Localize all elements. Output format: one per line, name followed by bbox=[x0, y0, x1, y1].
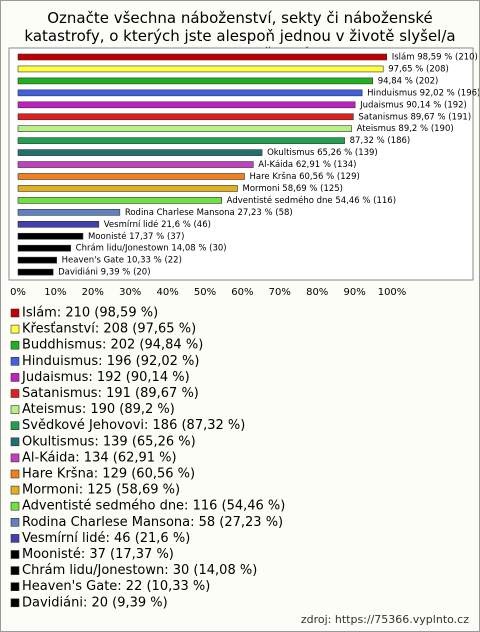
bar-label: Satanismus 89,67 % (191) bbox=[358, 112, 471, 122]
legend-swatch bbox=[10, 501, 20, 511]
legend-label: Davidiáni: 20 (9,39 %) bbox=[22, 595, 168, 610]
legend-label: Svědkové Jehovovi: 186 (87,32 %) bbox=[22, 418, 245, 433]
legend-label: Satanismus: 191 (89,67 %) bbox=[22, 386, 199, 401]
bar bbox=[17, 77, 374, 85]
bar-label: 87,32 % (186) bbox=[350, 136, 411, 146]
bar bbox=[17, 89, 363, 97]
bar bbox=[17, 209, 121, 216]
bar bbox=[17, 232, 84, 240]
bar bbox=[17, 113, 354, 121]
legend-swatch bbox=[10, 356, 20, 366]
legend-label: Chrám lidu/Jonestown: 30 (14,08 %) bbox=[22, 563, 257, 578]
legend-swatch bbox=[10, 566, 20, 575]
bar-label: Adventisté sedmého dne 54,46 % (116) bbox=[227, 195, 396, 206]
legend-swatch bbox=[10, 453, 20, 463]
legend-label: Moonisté: 37 (17,37 %) bbox=[22, 547, 174, 562]
legend-swatch bbox=[10, 421, 20, 431]
bar-label: 94,84 % (202) bbox=[378, 76, 439, 86]
x-tick-label: 0% bbox=[10, 287, 26, 298]
legend-swatch bbox=[10, 405, 20, 414]
legend-label: Hinduismus: 196 (92,02 %) bbox=[22, 354, 199, 369]
legend-label: Buddhismus: 202 (94,84 %) bbox=[22, 338, 203, 353]
bar bbox=[17, 173, 245, 180]
source: zdroj: https://75366.vyplnto.cz bbox=[300, 613, 469, 626]
x-tick-label: 40% bbox=[156, 287, 178, 298]
bar-label: Hare Kršna 60,56 % (129) bbox=[249, 171, 359, 182]
bar bbox=[17, 221, 100, 228]
bar bbox=[17, 161, 254, 168]
bar-label: Moonisté 17,37 % (37) bbox=[88, 231, 184, 242]
legend-swatch bbox=[10, 469, 20, 479]
legend-label: Mormoni: 125 (58,69 %) bbox=[22, 483, 180, 498]
legend-label: Rodina Charlese Mansona: 58 (27,23 %) bbox=[22, 515, 283, 530]
legend-label: Okultismus: 139 (65,26 %) bbox=[22, 434, 196, 449]
bar-label: Heaven's Gate 10,33 % (22) bbox=[62, 256, 182, 266]
bar bbox=[17, 125, 352, 132]
bar-label: Al-Káida 62,91 % (134) bbox=[258, 160, 356, 170]
bar bbox=[17, 65, 384, 73]
x-tick-label: 50% bbox=[194, 287, 216, 298]
bar-label: Islám 98,59 % (210) bbox=[392, 53, 478, 63]
legend-label: Islám: 210 (98,59 %) bbox=[22, 306, 158, 321]
bar-label: 97,65 % (208) bbox=[388, 64, 449, 74]
legend-swatch bbox=[10, 550, 20, 559]
bar bbox=[17, 53, 388, 61]
bar-label: Judaismus 90,14 % (192) bbox=[359, 100, 467, 110]
bar-label: Vesmírní lidé 21,6 % (46) bbox=[104, 219, 211, 230]
legend-swatch bbox=[10, 373, 20, 382]
legend-label: Ateismus: 190 (89,2 %) bbox=[22, 402, 175, 417]
x-tick-label: 60% bbox=[231, 287, 253, 298]
legend-label: Judaismus: 192 (90,14 %) bbox=[21, 370, 190, 385]
x-tick-label: 70% bbox=[269, 287, 291, 298]
x-tick-label: 100% bbox=[378, 287, 407, 298]
x-tick-label: 20% bbox=[82, 287, 104, 298]
bar-label: Ateismus 89,2 % (190) bbox=[357, 124, 454, 134]
legend-label: Heaven's Gate: 22 (10,33 %) bbox=[22, 579, 210, 594]
legend-swatch bbox=[10, 485, 20, 495]
legend-swatch bbox=[10, 340, 20, 350]
bar-label: Rodina Charlese Mansona 27,23 % (58) bbox=[125, 208, 293, 218]
legend-label: Křesťanství: 208 (97,65 %) bbox=[22, 322, 196, 337]
bar-label: Hinduismus 92,02 % (196) bbox=[367, 88, 479, 98]
bar bbox=[17, 256, 57, 264]
bar bbox=[17, 137, 345, 144]
legend-label: Vesmírní lidé: 46 (21,6 %) bbox=[22, 531, 190, 546]
bar-label: Mormoni 58,69 % (125) bbox=[243, 184, 343, 194]
x-tick-label: 80% bbox=[306, 287, 328, 298]
legend-swatch bbox=[10, 517, 20, 527]
legend-swatch bbox=[10, 324, 20, 334]
bar bbox=[17, 268, 54, 276]
bar bbox=[17, 244, 71, 252]
bar-label: Davidiáni 9,39 % (20) bbox=[58, 268, 150, 278]
legend-swatch bbox=[10, 389, 20, 398]
legend-swatch bbox=[10, 308, 20, 318]
bar-label: Okultismus 65,26 % (139) bbox=[267, 148, 378, 158]
legend-swatch bbox=[10, 598, 20, 608]
legend-label: Al-Káida: 134 (62,91 %) bbox=[22, 450, 177, 465]
x-tick-label: 10% bbox=[44, 287, 66, 298]
bar-label: Chrám lidu/Jonestown 14,08 % (30) bbox=[76, 244, 227, 254]
legend-swatch bbox=[10, 534, 20, 543]
bar bbox=[17, 101, 356, 109]
bar bbox=[17, 185, 238, 192]
x-tick-label: 30% bbox=[119, 287, 141, 298]
bar bbox=[17, 149, 263, 156]
legend-swatch bbox=[10, 582, 20, 592]
x-tick-label: 90% bbox=[343, 287, 365, 298]
legend-swatch bbox=[10, 437, 20, 447]
legend-label: Adventisté sedmého dne: 116 (54,46 %) bbox=[22, 499, 285, 514]
bar bbox=[17, 197, 222, 204]
legend-label: Hare Kršna: 129 (60,56 %) bbox=[22, 467, 195, 482]
